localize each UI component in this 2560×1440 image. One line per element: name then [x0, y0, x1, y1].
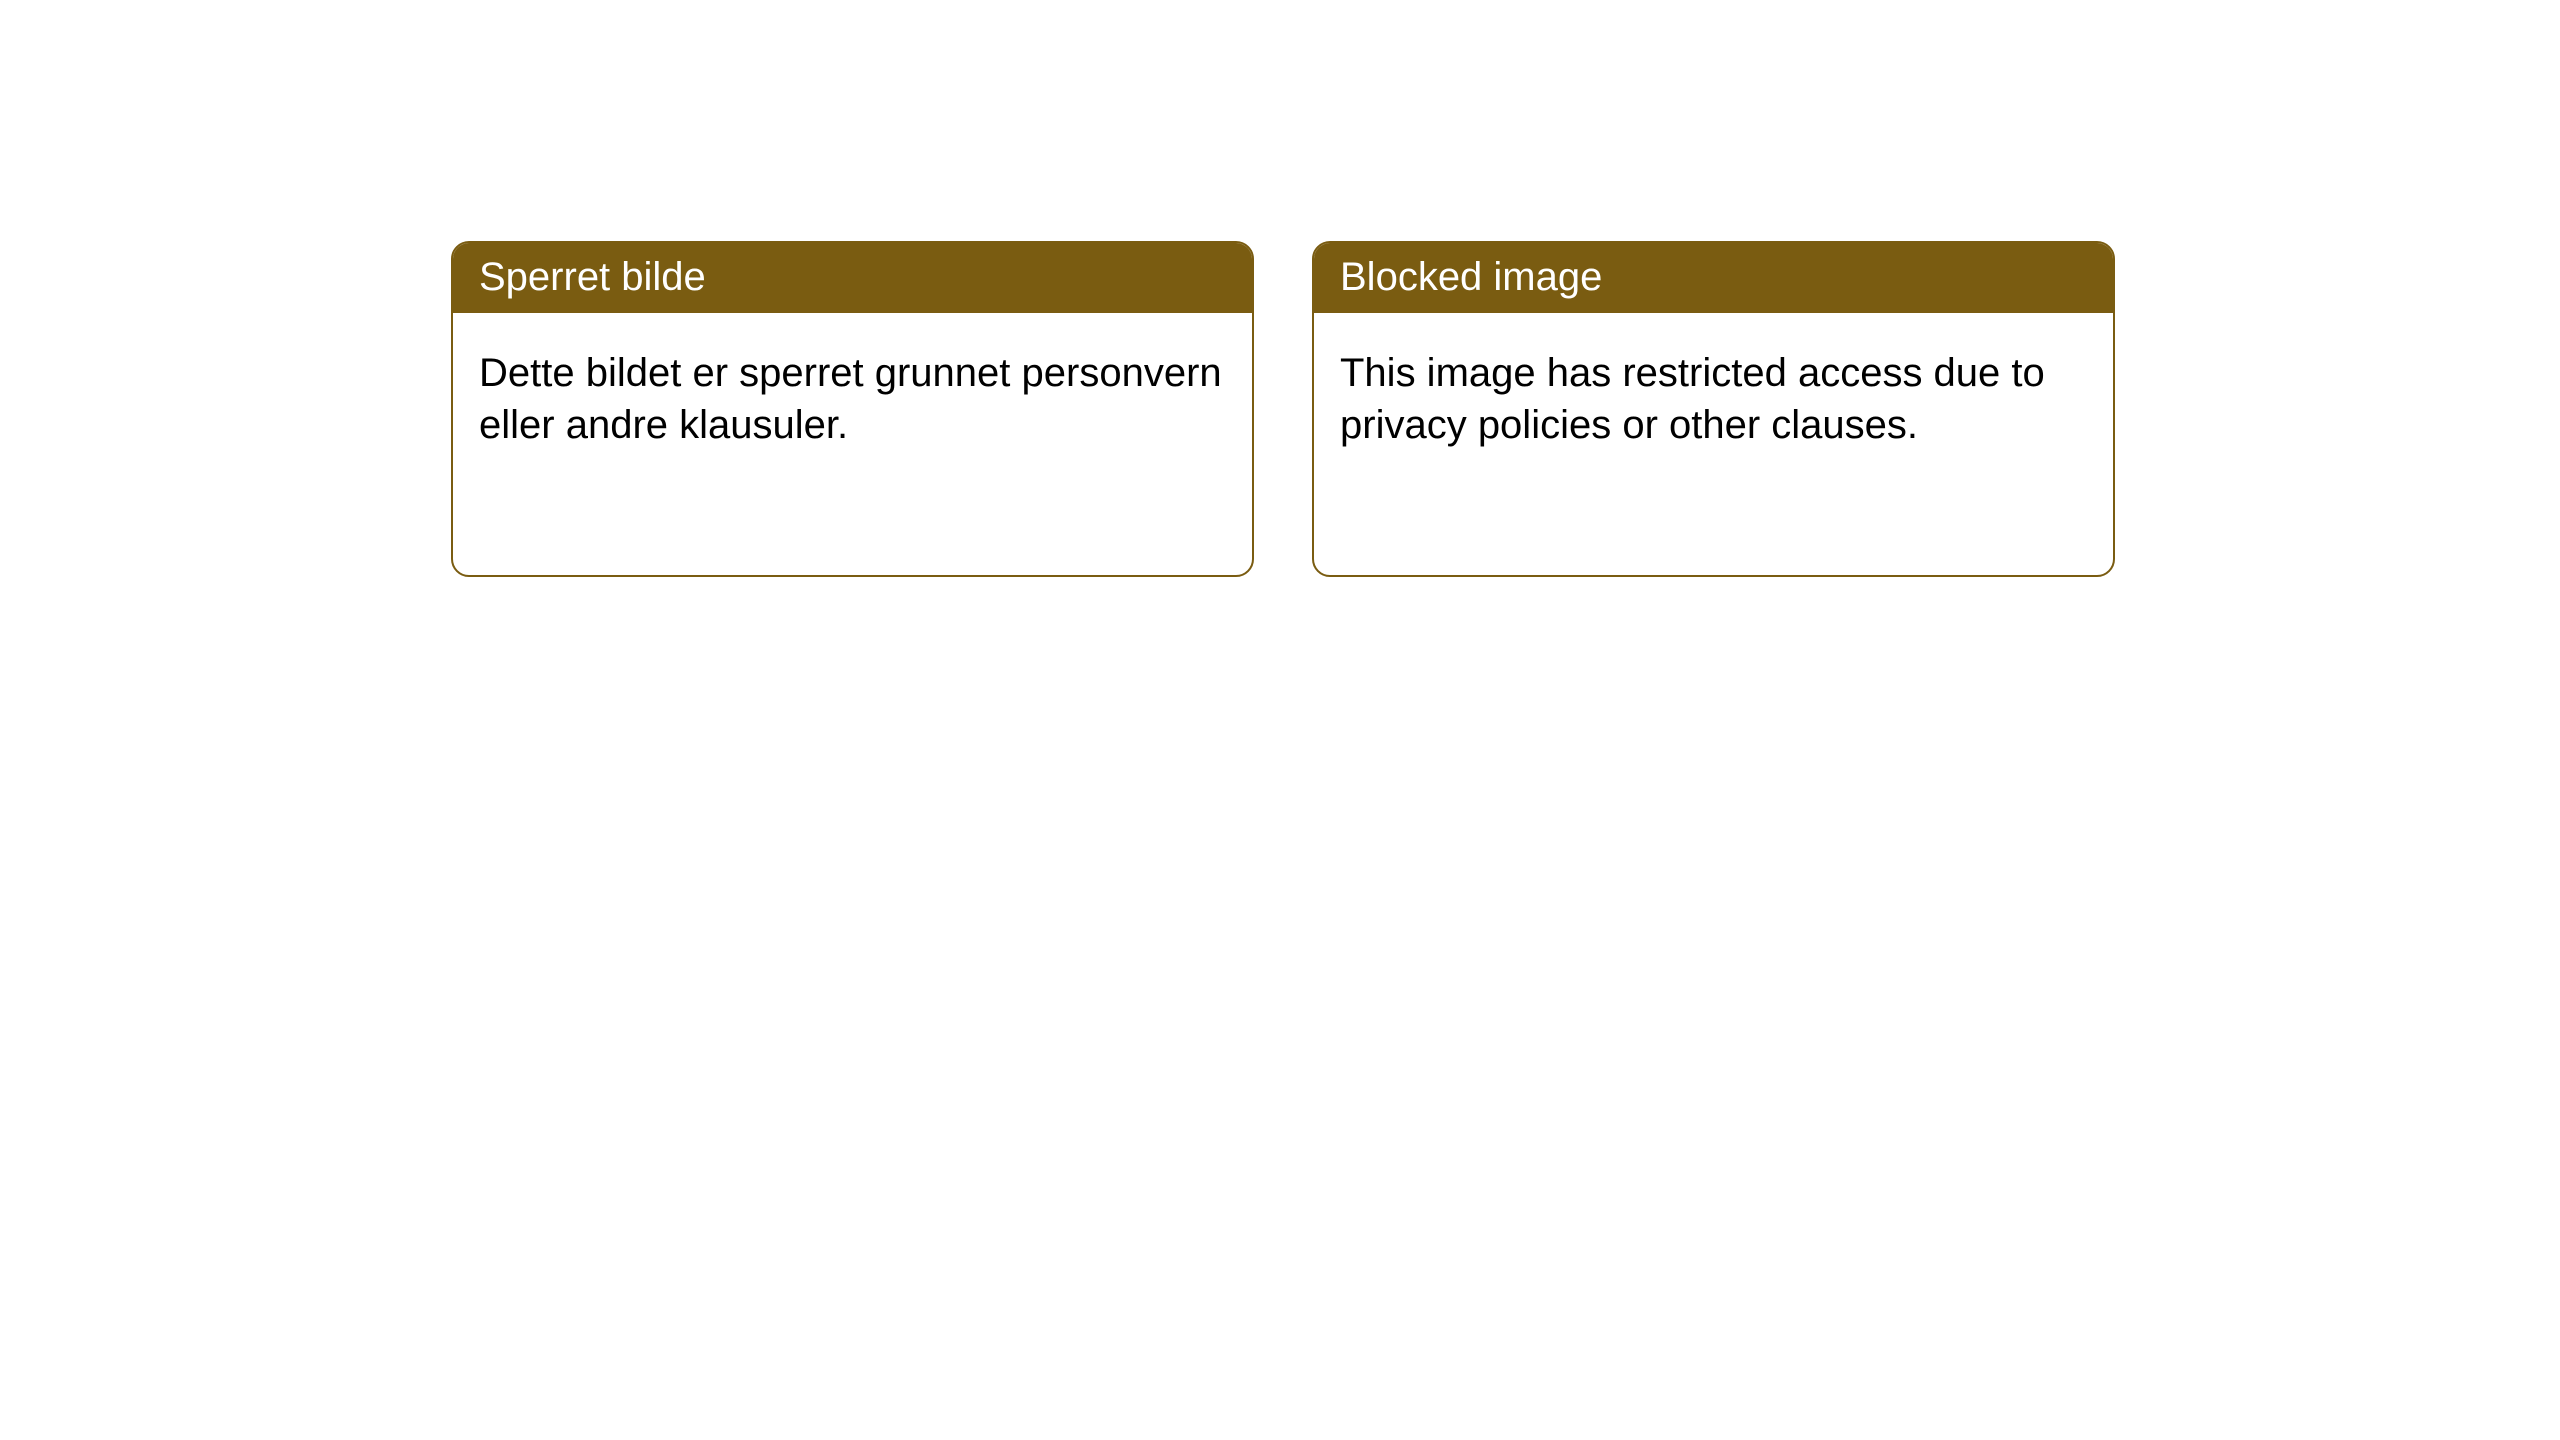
notice-card-english: Blocked image This image has restricted …: [1312, 241, 2115, 577]
notice-card-norwegian: Sperret bilde Dette bildet er sperret gr…: [451, 241, 1254, 577]
card-title: Sperret bilde: [453, 243, 1252, 313]
notice-cards-container: Sperret bilde Dette bildet er sperret gr…: [451, 241, 2115, 577]
card-title: Blocked image: [1314, 243, 2113, 313]
card-body-text: Dette bildet er sperret grunnet personve…: [453, 313, 1252, 485]
card-body-text: This image has restricted access due to …: [1314, 313, 2113, 485]
